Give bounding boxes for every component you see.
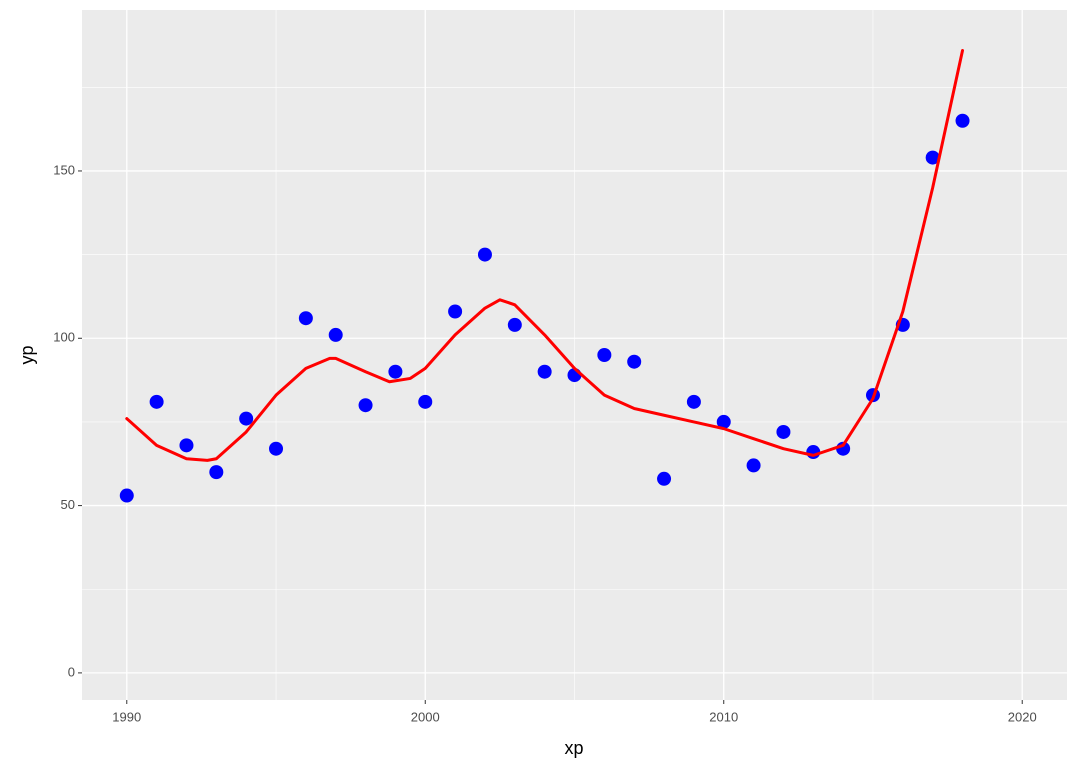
point bbox=[239, 411, 254, 426]
y-tick-label: 150 bbox=[53, 162, 75, 177]
x-tick-label: 1990 bbox=[112, 709, 141, 724]
point bbox=[597, 348, 612, 362]
point bbox=[328, 327, 343, 342]
point bbox=[746, 458, 761, 473]
point bbox=[716, 414, 731, 429]
y-tick-label: 0 bbox=[68, 664, 75, 679]
point bbox=[955, 113, 970, 128]
marks bbox=[119, 48, 970, 503]
grid bbox=[82, 10, 1067, 700]
point bbox=[149, 394, 164, 409]
y-tick-label: 50 bbox=[61, 497, 75, 512]
point bbox=[298, 311, 313, 326]
point bbox=[686, 394, 701, 409]
point bbox=[925, 150, 940, 165]
smooth-line bbox=[125, 48, 965, 462]
point bbox=[507, 317, 522, 332]
point bbox=[179, 438, 194, 453]
point bbox=[119, 488, 134, 503]
point bbox=[358, 398, 373, 413]
point bbox=[209, 465, 224, 480]
point bbox=[477, 247, 492, 262]
x-tick-label: 2000 bbox=[411, 709, 440, 724]
point bbox=[269, 441, 284, 456]
point bbox=[448, 304, 463, 319]
x-tick-label: 2010 bbox=[709, 709, 738, 724]
point bbox=[388, 364, 403, 379]
y-tick-label: 100 bbox=[53, 330, 75, 345]
point bbox=[418, 394, 433, 409]
x-axis-title: xp bbox=[564, 738, 583, 758]
point bbox=[657, 471, 672, 486]
x-tick-label: 2020 bbox=[1008, 709, 1037, 724]
point bbox=[627, 354, 642, 369]
point bbox=[776, 424, 791, 439]
y-axis-title: yp bbox=[17, 345, 37, 364]
point bbox=[806, 445, 821, 460]
point bbox=[537, 364, 552, 379]
